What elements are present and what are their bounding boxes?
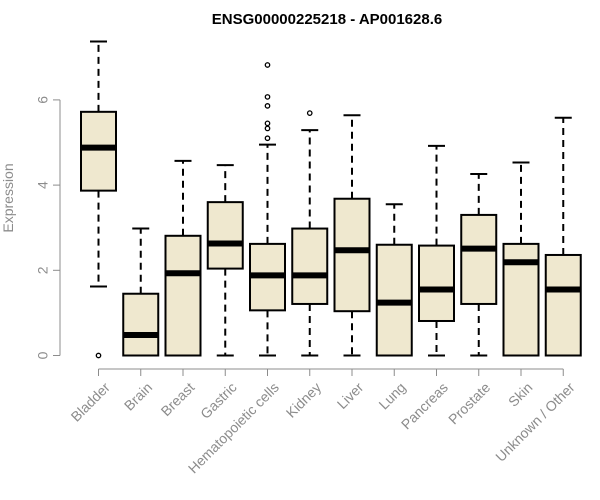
x-tick-label: Skin — [505, 379, 536, 410]
box-gastric — [206, 164, 244, 357]
y-tick-label: 2 — [35, 266, 51, 274]
outlier-point — [264, 135, 271, 142]
y-axis-label: Expression — [0, 163, 16, 232]
outlier-point — [264, 62, 271, 68]
box-lung — [375, 203, 413, 357]
x-tick-label: Brain — [121, 379, 155, 413]
box-body — [333, 197, 371, 313]
x-tick-label: Breast — [158, 379, 198, 419]
y-tick-label: 6 — [35, 96, 51, 104]
box-pancreas — [418, 144, 455, 357]
chart-title: ENSG00000225218 - AP001628.6 — [212, 11, 442, 28]
x-tick-label: Unknown / Other — [492, 379, 578, 465]
x-tick-label: Prostate — [445, 379, 493, 427]
outlier-point — [95, 352, 102, 359]
x-tick-label: Kidney — [283, 379, 325, 421]
box-body — [544, 253, 582, 357]
x-tick-label: Liver — [334, 379, 367, 412]
box-brain — [122, 227, 160, 357]
box-prostate — [460, 173, 498, 357]
box-body — [80, 110, 117, 192]
y-tick-label: 4 — [35, 181, 51, 189]
box-body — [418, 244, 455, 322]
box-liver — [333, 114, 371, 357]
y-axis: 0 2 4 6 — [35, 96, 61, 359]
box-body — [291, 227, 329, 305]
outlier-point — [264, 125, 271, 132]
x-tick-label: Bladder — [68, 379, 114, 425]
x-tick-label: Lung — [375, 379, 408, 412]
outlier-point — [264, 94, 271, 100]
box-kidney — [291, 110, 329, 357]
box-body — [164, 234, 202, 357]
box-bladder — [80, 40, 117, 359]
boxes — [80, 40, 582, 359]
box-body — [206, 201, 244, 270]
box-breast — [164, 159, 202, 357]
x-tick-label: Pancreas — [398, 379, 451, 432]
outlier-point — [264, 120, 271, 127]
y-tick-label: 0 — [35, 351, 51, 359]
box-skin — [502, 161, 540, 357]
outlier-point — [264, 103, 271, 109]
box-hematopoietic-cells — [249, 62, 286, 357]
box-unknown-other — [544, 116, 582, 357]
box-body — [460, 213, 498, 305]
outlier-point — [306, 110, 313, 116]
box-body — [122, 292, 160, 357]
